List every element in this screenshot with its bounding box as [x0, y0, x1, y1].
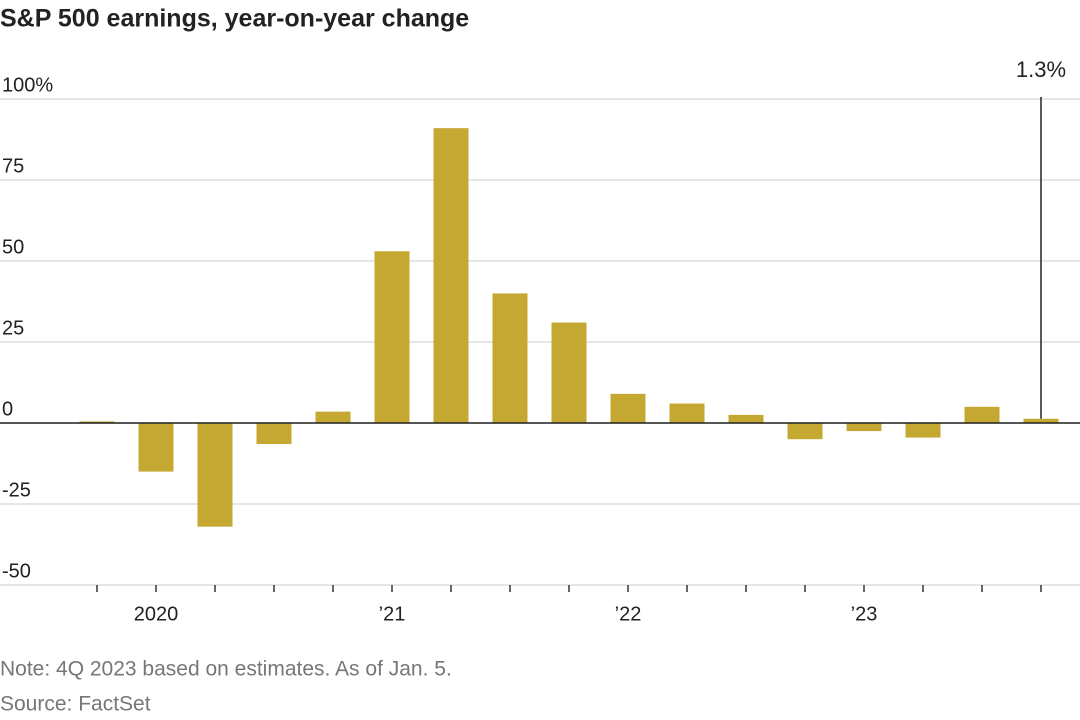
source: Source: FactSet	[0, 693, 151, 716]
y-tick-label: -50	[2, 560, 31, 582]
bar	[433, 128, 469, 423]
y-tick-label: 75	[2, 155, 24, 177]
y-tick-label: 50	[2, 236, 24, 258]
bar	[374, 251, 410, 423]
bar	[1023, 418, 1059, 423]
y-tick-label: -25	[2, 479, 31, 501]
x-tick-label: 2020	[134, 603, 179, 625]
bar	[728, 414, 764, 423]
y-tick-label: 100%	[2, 74, 53, 96]
bar	[964, 406, 1000, 423]
bar	[905, 423, 941, 438]
bar	[787, 423, 823, 440]
bar	[79, 421, 115, 423]
y-tick-label: 25	[2, 317, 24, 339]
x-tick-label: ’21	[379, 603, 406, 625]
bar	[256, 423, 292, 445]
bar	[138, 423, 174, 472]
bar	[551, 322, 587, 423]
x-tick-label: ’23	[851, 603, 878, 625]
bar	[492, 293, 528, 423]
value-label: 1.3%	[1016, 57, 1066, 82]
note: Note: 4Q 2023 based on estimates. As of …	[0, 658, 452, 681]
bar	[669, 403, 705, 423]
x-tick-label: ’22	[615, 603, 642, 625]
bar	[846, 423, 882, 432]
y-tick-label: 0	[2, 398, 13, 420]
bar	[197, 423, 233, 527]
bar	[610, 393, 646, 423]
bar	[315, 411, 351, 423]
chart-title: S&P 500 earnings, year-on-year change	[0, 5, 469, 33]
